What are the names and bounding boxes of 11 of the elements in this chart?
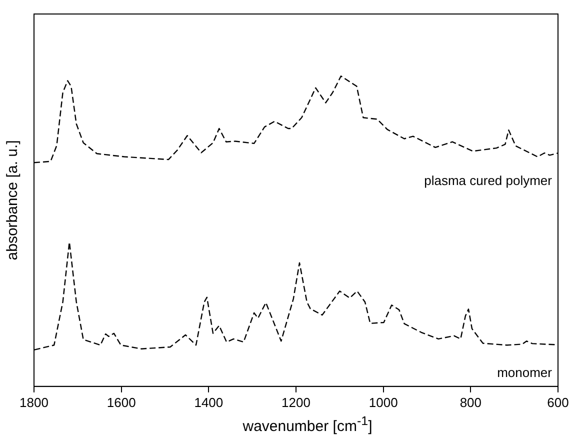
x-tick-label: 800 (460, 394, 482, 410)
x-tick-label: 1400 (194, 394, 224, 410)
series-label: monomer (497, 364, 553, 380)
x-axis-title: wavenumber [cm$^{-1}$] (242, 414, 374, 435)
series-label: plasma cured polymer (424, 173, 553, 188)
x-tick-label: 1600 (106, 394, 136, 410)
x-tick-label: 600 (547, 394, 569, 410)
x-tick-label: 1800 (20, 394, 48, 410)
x-tick-label: 1200 (282, 394, 310, 410)
y-axis-title: absorbance [a. u.] (4, 140, 22, 260)
x-tick-label: 1000 (368, 394, 398, 410)
